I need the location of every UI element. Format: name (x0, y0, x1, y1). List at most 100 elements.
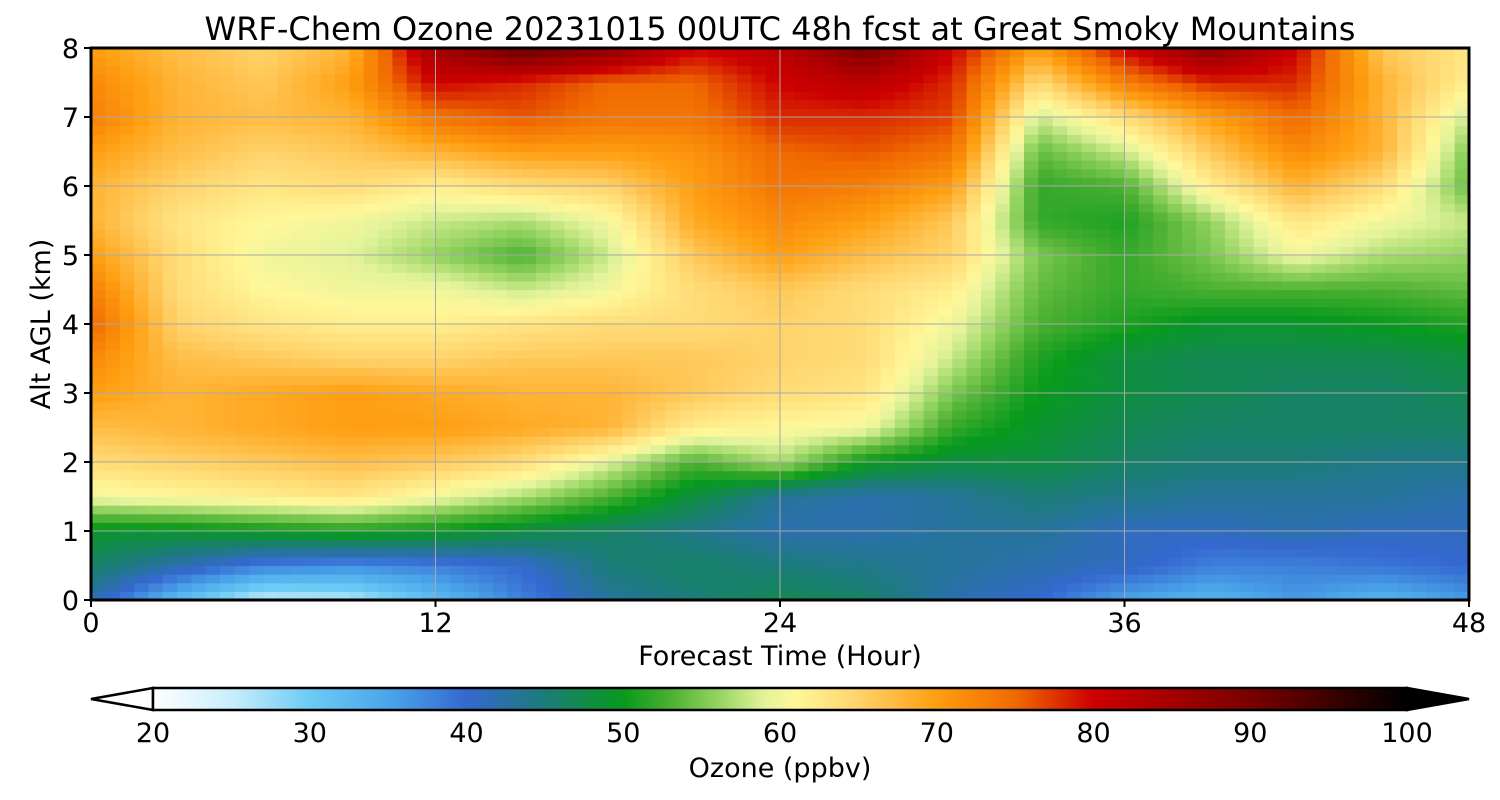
heatmap-cell (808, 298, 824, 308)
heatmap-cell (708, 539, 724, 549)
heatmap-cell (995, 203, 1011, 213)
heatmap-cell (665, 582, 681, 592)
heatmap-cell (708, 246, 724, 256)
heatmap-cell (1196, 539, 1212, 549)
heatmap-cell (794, 48, 810, 58)
heatmap-cell (134, 306, 150, 316)
heatmap-cell (177, 367, 193, 377)
heatmap-cell (1167, 332, 1183, 342)
heatmap-cell (1009, 246, 1025, 256)
heatmap-cell (263, 194, 279, 204)
heatmap-cell (823, 384, 839, 394)
heatmap-cell (1110, 108, 1126, 118)
heatmap-cell (521, 203, 537, 213)
heatmap-cell (636, 453, 652, 463)
heatmap-cell (1052, 298, 1068, 308)
heatmap-cell (693, 186, 709, 196)
heatmap-cell (162, 565, 178, 575)
heatmap-cell (406, 272, 422, 282)
heatmap-cell (392, 487, 408, 498)
heatmap-cell (1052, 99, 1068, 109)
heatmap-cell (177, 487, 193, 498)
heatmap-cell (708, 349, 724, 360)
heatmap-cell (507, 513, 523, 523)
heatmap-cell (751, 393, 767, 403)
heatmap-cell (134, 349, 150, 360)
heatmap-cell (851, 427, 867, 437)
heatmap-cell (320, 91, 336, 101)
heatmap-cell (564, 142, 580, 153)
heatmap-cell (1081, 298, 1097, 308)
heatmap-cell (894, 591, 910, 600)
heatmap-cell (291, 513, 307, 523)
heatmap-cell (736, 289, 752, 299)
heatmap-cell (134, 462, 150, 472)
heatmap-cell (205, 298, 221, 308)
heatmap-cell (665, 125, 681, 135)
heatmap-cell (277, 324, 293, 334)
heatmap-cell (492, 582, 508, 592)
heatmap-cell (234, 522, 250, 532)
heatmap-cell (306, 65, 322, 75)
heatmap-cell (1153, 522, 1169, 532)
heatmap-cell (177, 591, 193, 600)
heatmap-cell (421, 332, 437, 342)
heatmap-cell (320, 367, 336, 377)
heatmap-cell (248, 349, 264, 360)
heatmap-cell (91, 246, 106, 256)
heatmap-cell (492, 48, 508, 58)
heatmap-cell (421, 280, 437, 291)
heatmap-cell (1153, 393, 1169, 403)
heatmap-cell (291, 324, 307, 334)
heatmap-cell (162, 522, 178, 532)
heatmap-cell (880, 487, 896, 498)
heatmap-cell (1124, 418, 1140, 429)
heatmap-cell (952, 211, 968, 222)
heatmap-cell (1138, 462, 1154, 472)
heatmap-cell (521, 324, 537, 334)
heatmap-cell (894, 168, 910, 178)
heatmap-cell (119, 160, 135, 170)
heatmap-cell (1024, 306, 1039, 316)
heatmap-cell (507, 151, 523, 161)
heatmap-cell (507, 479, 523, 489)
heatmap-cell (435, 367, 451, 377)
heatmap-cell (550, 565, 566, 575)
heatmap-cell (579, 56, 594, 66)
heatmap-cell (1095, 186, 1111, 196)
heatmap-cell (1009, 367, 1025, 377)
heatmap-cell (191, 82, 207, 92)
heatmap-cell (923, 470, 939, 480)
heatmap-cell (808, 263, 824, 273)
heatmap-cell (1067, 142, 1083, 153)
heatmap-cell (349, 427, 365, 437)
heatmap-cell (937, 203, 953, 213)
heatmap-cell (765, 522, 781, 532)
heatmap-cell (765, 548, 781, 558)
heatmap-cell (263, 522, 279, 532)
heatmap-cell (421, 367, 437, 377)
heatmap-cell (363, 315, 379, 325)
heatmap-cell (851, 444, 867, 454)
heatmap-cell (134, 479, 150, 489)
heatmap-cell (392, 203, 408, 213)
heatmap-cell (306, 393, 322, 403)
heatmap-cell (880, 427, 896, 437)
heatmap-cell (91, 513, 106, 523)
heatmap-cell (277, 548, 293, 558)
heatmap-cell (593, 470, 609, 480)
heatmap-cell (1124, 48, 1140, 58)
heatmap-cell (492, 306, 508, 316)
heatmap-cell (535, 142, 551, 153)
heatmap-cell (995, 393, 1011, 403)
heatmap-cell (91, 384, 106, 394)
heatmap-cell (607, 203, 623, 213)
heatmap-cell (464, 315, 480, 325)
heatmap-cell (579, 246, 594, 256)
heatmap-cell (1167, 151, 1183, 161)
heatmap-cell (1009, 505, 1025, 515)
heatmap-cell (909, 142, 925, 153)
heatmap-cell (406, 591, 422, 600)
heatmap-cell (995, 272, 1011, 282)
heatmap-cell (220, 556, 236, 567)
